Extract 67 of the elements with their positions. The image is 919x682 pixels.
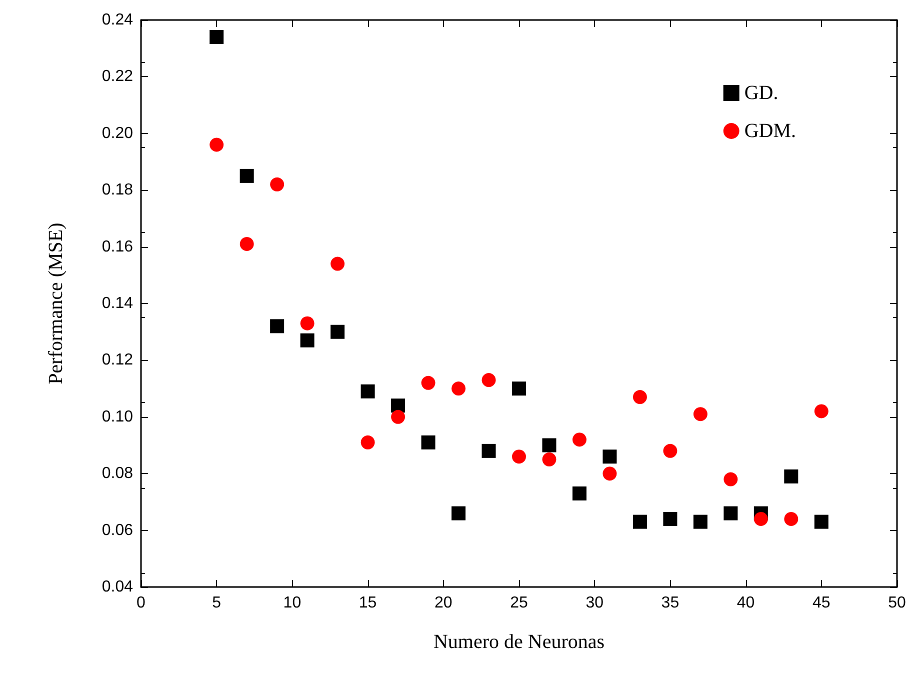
point — [210, 138, 224, 152]
y-tick-label: 0.10 — [102, 408, 134, 426]
point — [360, 435, 375, 450]
point — [572, 486, 586, 500]
x-tick-label: 45 — [812, 594, 830, 612]
y-tick-label: 0.20 — [102, 124, 134, 142]
point — [210, 30, 224, 44]
point — [784, 512, 798, 526]
point — [663, 444, 678, 458]
point — [572, 432, 586, 447]
legend-label: GDM. — [744, 120, 796, 142]
x-tick-label: 15 — [358, 594, 377, 612]
y-tick-label: 0.14 — [102, 295, 134, 312]
x-tick-label: 40 — [736, 594, 755, 612]
y-tick-label: 0.16 — [102, 238, 134, 256]
point — [240, 236, 254, 251]
point — [632, 390, 647, 404]
x-tick-label: 20 — [434, 594, 452, 612]
point — [632, 514, 647, 529]
point — [482, 373, 496, 388]
x-tick-label: 10 — [283, 594, 302, 612]
point — [784, 469, 798, 484]
point — [814, 404, 828, 418]
point — [300, 316, 314, 330]
point — [693, 407, 708, 422]
point — [330, 324, 345, 339]
point — [452, 382, 466, 396]
point — [330, 256, 345, 271]
x-axis-title: Numero de Neuronas — [433, 631, 605, 653]
point — [602, 450, 617, 464]
point — [512, 450, 526, 464]
y-tick-label: 0.24 — [102, 12, 134, 28]
point — [542, 438, 556, 452]
x-tick-label: 50 — [888, 594, 906, 612]
point — [602, 466, 617, 481]
point — [693, 514, 708, 529]
point — [663, 512, 678, 526]
x-tick-label: 5 — [212, 594, 222, 612]
legend-label: GD. — [744, 82, 778, 104]
point — [300, 333, 314, 348]
x-tick-label: 0 — [136, 594, 146, 612]
point — [360, 384, 375, 398]
point — [512, 382, 526, 396]
y-tick-label: 0.06 — [102, 522, 134, 539]
y-tick-label: 0.22 — [102, 68, 134, 86]
point — [724, 506, 738, 520]
x-tick-label: 30 — [586, 594, 604, 612]
y-tick-label: 0.18 — [102, 182, 134, 199]
point — [391, 410, 406, 424]
x-tick-label: 35 — [661, 594, 680, 612]
point — [270, 319, 284, 334]
y-tick-label: 0.04 — [102, 578, 134, 596]
point — [814, 514, 828, 529]
point — [421, 376, 436, 390]
point — [391, 398, 406, 413]
point — [452, 506, 466, 520]
point — [240, 168, 254, 183]
point — [542, 452, 556, 466]
point — [482, 444, 496, 458]
point — [270, 177, 284, 192]
x-tick-label: 25 — [510, 594, 528, 612]
point — [421, 435, 436, 450]
point — [754, 512, 768, 526]
y-tick-label: 0.08 — [102, 465, 134, 482]
y-tick-label: 0.12 — [102, 352, 134, 369]
point — [724, 472, 738, 486]
y-axis-title: Performance (MSE) — [45, 222, 67, 384]
